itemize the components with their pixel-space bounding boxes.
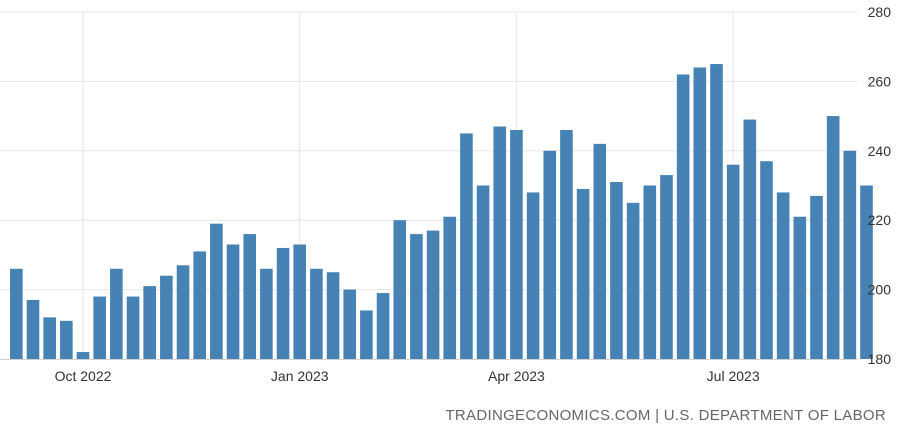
bar xyxy=(60,320,73,359)
x-tick-label: Jul 2023 xyxy=(707,368,760,384)
y-tick-label: 200 xyxy=(868,282,892,298)
bar xyxy=(310,268,323,359)
bar xyxy=(293,244,307,359)
y-axis: 180 200 220 240 260 280 xyxy=(868,4,892,367)
y-tick-label: 260 xyxy=(868,73,892,89)
bar xyxy=(660,175,673,359)
bar xyxy=(610,182,623,359)
bar xyxy=(393,220,407,359)
bar xyxy=(343,289,357,359)
bar xyxy=(43,317,56,359)
bar xyxy=(443,216,457,359)
bar xyxy=(760,161,773,359)
bar xyxy=(426,230,440,359)
bar xyxy=(210,223,223,359)
y-tick-label: 240 xyxy=(868,143,892,159)
y-tick-label: 180 xyxy=(868,351,892,367)
x-tick-label: Apr 2023 xyxy=(488,368,545,384)
bar xyxy=(543,150,557,359)
bar xyxy=(460,133,473,359)
bar xyxy=(10,268,23,359)
bar xyxy=(643,185,657,359)
bar xyxy=(526,192,540,359)
x-axis: Oct 2022 Jan 2023 Apr 2023 Jul 2023 xyxy=(0,359,857,384)
bar xyxy=(376,293,390,359)
bar-series xyxy=(10,64,873,360)
bar xyxy=(726,164,740,359)
bar xyxy=(693,67,707,360)
bar xyxy=(143,286,156,359)
x-tick-label: Jan 2023 xyxy=(271,368,329,384)
bar xyxy=(410,234,423,359)
bar xyxy=(476,185,490,359)
bar xyxy=(226,244,240,359)
bar xyxy=(860,185,873,359)
bar xyxy=(676,74,690,360)
bar xyxy=(626,202,640,359)
bar xyxy=(843,150,857,359)
bar xyxy=(76,352,90,359)
bar xyxy=(93,296,106,359)
bar xyxy=(326,272,340,359)
bar xyxy=(593,143,607,359)
bar xyxy=(176,265,190,359)
y-tick-label: 280 xyxy=(868,4,892,20)
bar xyxy=(126,296,140,359)
x-tick-label: Oct 2022 xyxy=(55,368,112,384)
bar xyxy=(193,251,207,359)
bar xyxy=(576,188,590,359)
bar xyxy=(826,116,840,359)
bar xyxy=(710,64,723,360)
source-credit: TRADINGECONOMICS.COM | U.S. DEPARTMENT O… xyxy=(445,407,886,424)
bar xyxy=(26,300,40,359)
bar xyxy=(810,195,823,359)
bar xyxy=(260,268,273,359)
bar xyxy=(493,126,507,359)
bar xyxy=(360,310,373,359)
bar xyxy=(243,234,257,359)
bar xyxy=(560,129,573,359)
bar xyxy=(160,275,173,359)
bar xyxy=(776,192,790,359)
y-tick-label: 220 xyxy=(868,212,892,228)
bar xyxy=(510,129,523,359)
bar xyxy=(743,119,757,359)
bar xyxy=(276,247,290,359)
bar xyxy=(793,216,807,359)
bar xyxy=(110,268,123,359)
